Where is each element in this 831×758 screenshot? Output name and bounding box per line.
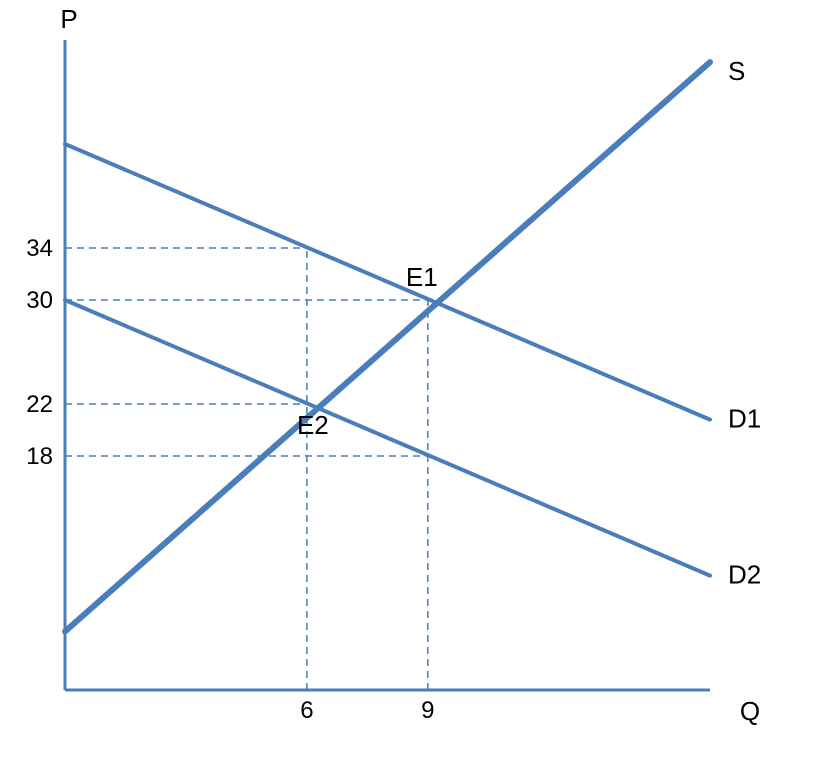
y-tick-label: 22 [26,391,53,418]
y-axis-label: P [60,4,77,34]
d1-label: D1 [728,404,761,434]
x-axis-label: Q [740,696,760,726]
y-tick-label: 30 [26,287,53,314]
d2-label: D2 [728,560,761,590]
x-tick-label: 6 [300,697,313,724]
e1-label: E1 [406,262,438,292]
supply-demand-chart: P Q 34 30 22 18 6 9 S D1 D2 E1 E2 [0,0,831,758]
y-tick-label: 34 [26,235,53,262]
s-label: S [728,56,745,86]
e2-label: E2 [297,410,329,440]
y-tick-label: 18 [26,443,53,470]
x-tick-label: 9 [421,697,434,724]
